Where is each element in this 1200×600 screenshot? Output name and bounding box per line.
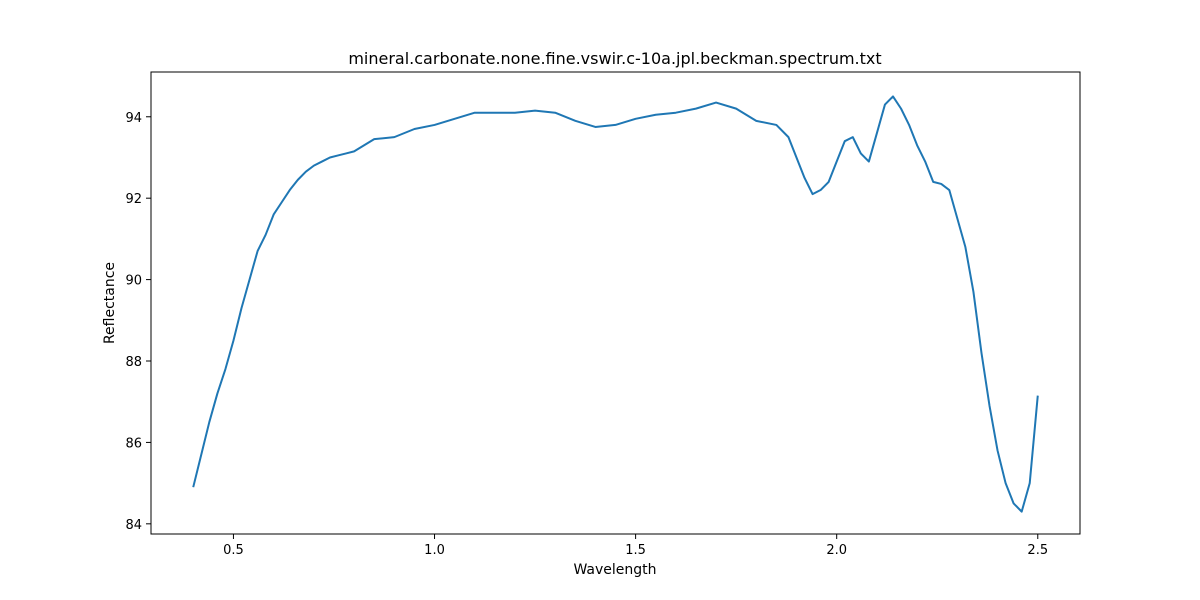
x-tick-label: 1.5: [625, 543, 646, 558]
reflectance-line: [192, 95, 1039, 513]
x-axis: 0.5 1.0 1.5 2.0 2.5: [223, 534, 1048, 558]
x-tick-label: 2.0: [826, 543, 847, 558]
x-tick-label: 1.0: [424, 543, 445, 558]
y-tick-label: 94: [125, 111, 142, 126]
y-tick-label: 88: [125, 355, 142, 370]
plot-area: [192, 95, 1039, 513]
y-tick-label: 90: [125, 274, 142, 289]
chart-title: mineral.carbonate.none.fine.vswir.c-10a.…: [348, 49, 881, 68]
x-axis-title: Wavelength: [573, 562, 656, 578]
y-tick-label: 86: [125, 436, 142, 451]
y-tick-label: 92: [125, 192, 142, 207]
y-tick-label: 84: [125, 518, 142, 533]
axes-frame: [150, 71, 1081, 535]
x-tick-label: 2.5: [1027, 543, 1048, 558]
y-axis: 84 86 88 90 92 94: [125, 111, 151, 533]
y-axis-title: Reflectance: [102, 262, 118, 344]
x-tick-label: 0.5: [223, 543, 244, 558]
